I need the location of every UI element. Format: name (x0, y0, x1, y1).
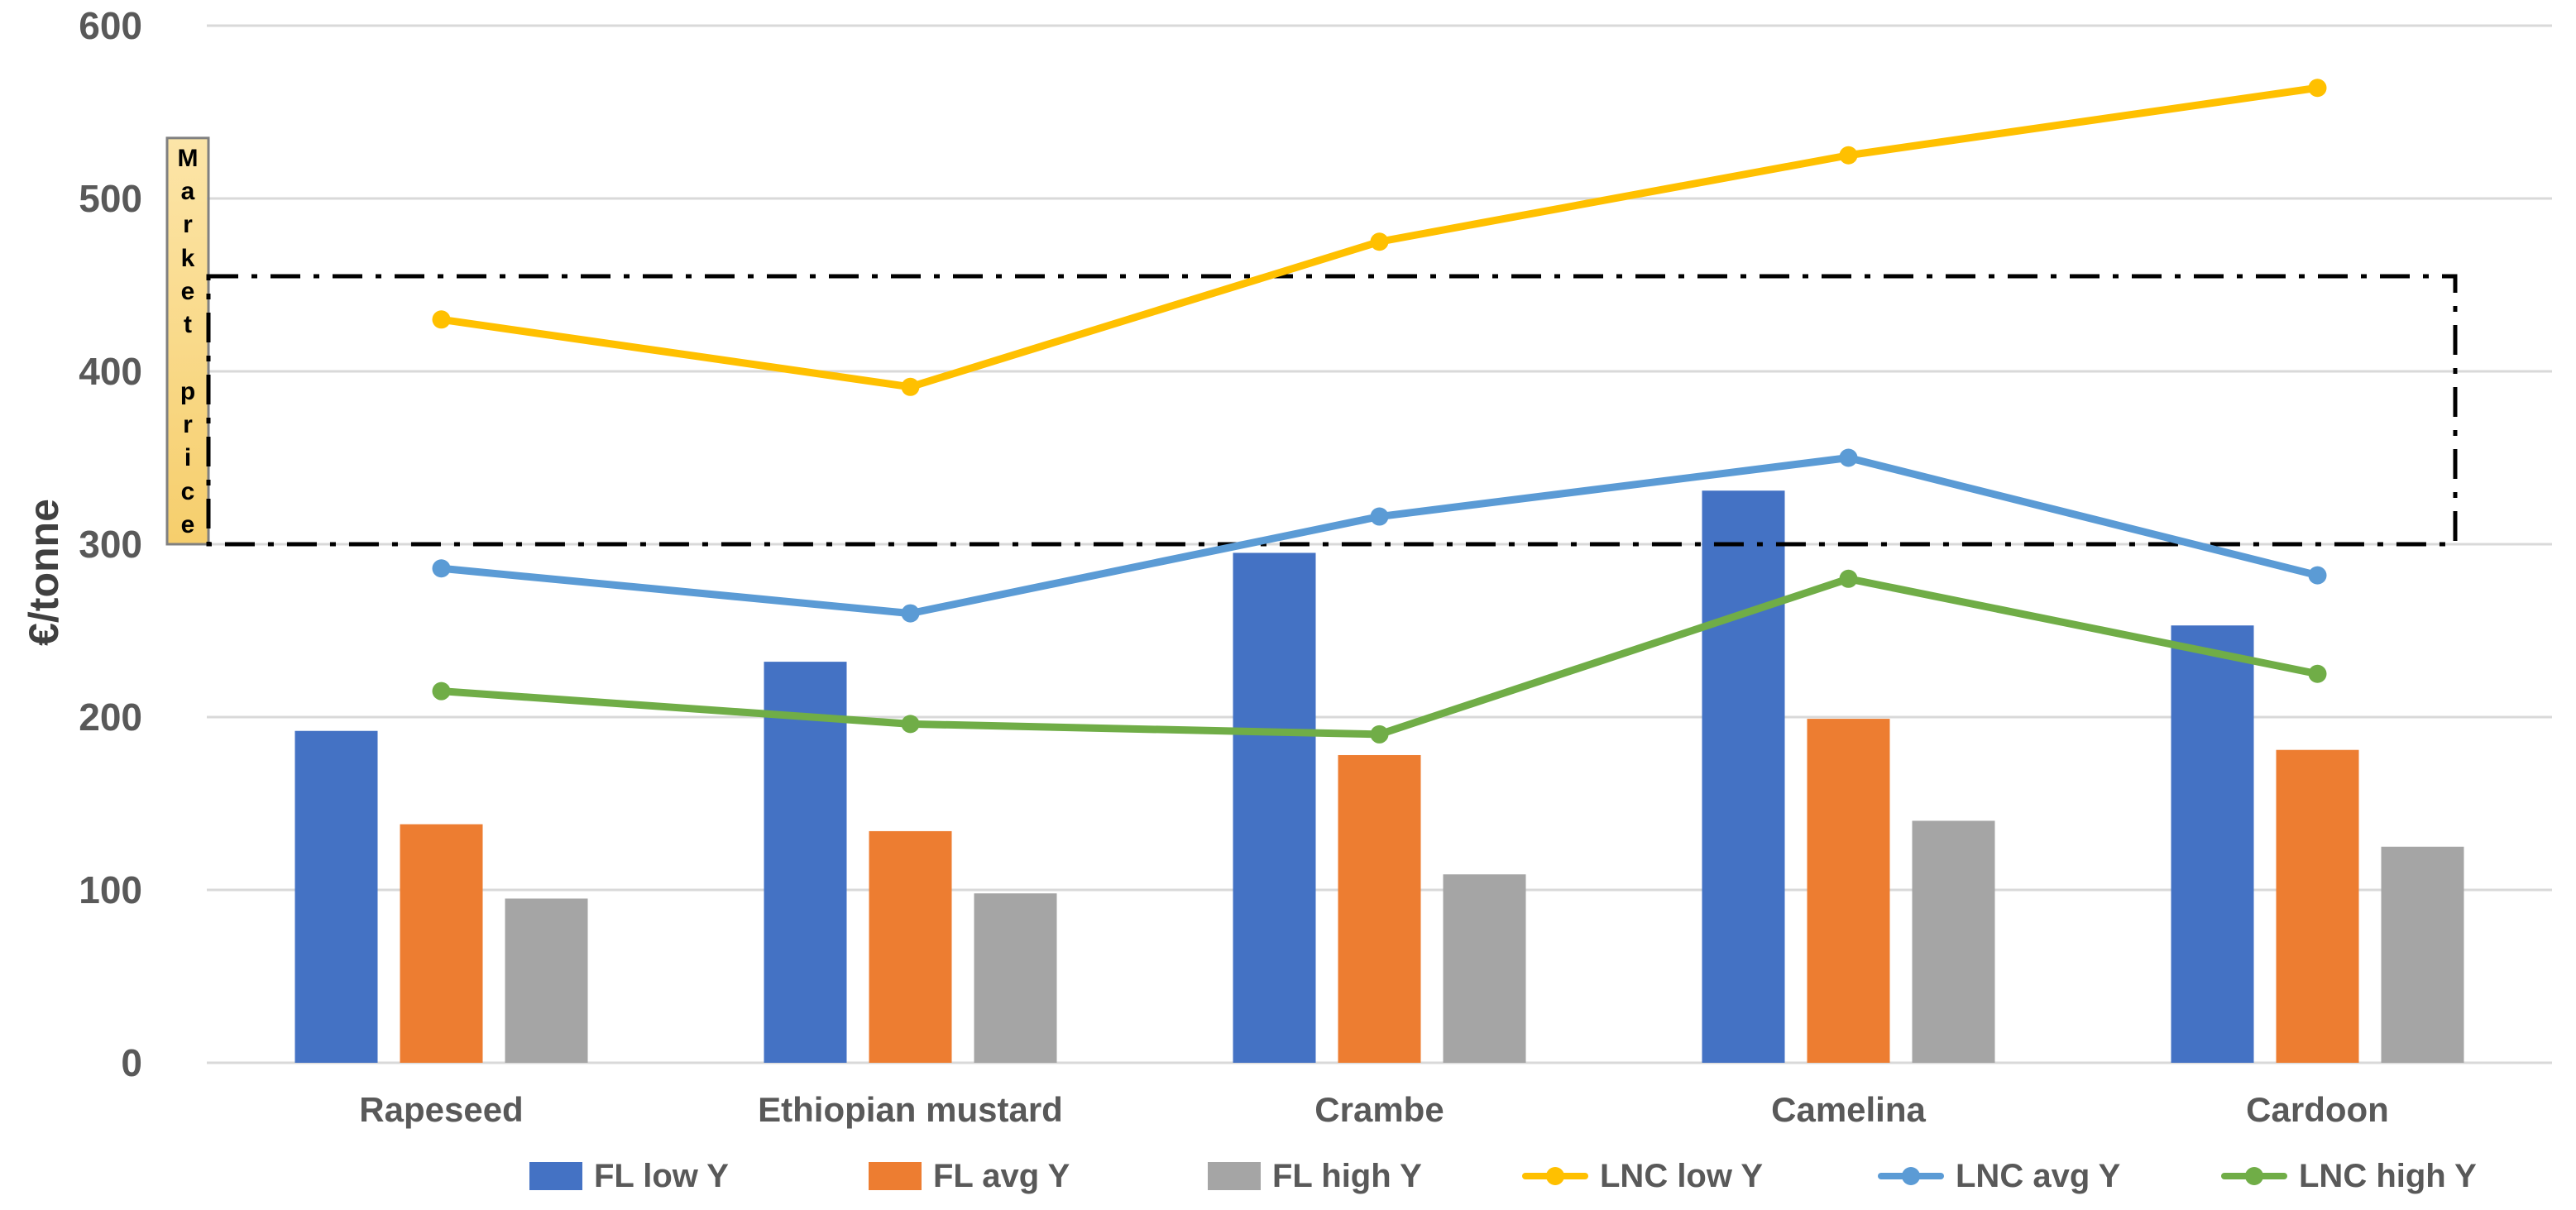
marker-lnc-avg-y-crambe (1370, 507, 1389, 526)
marker-lnc-high-y-cardoon (2308, 664, 2327, 683)
market-price-letter: e (180, 510, 195, 538)
market-price-letter: M (177, 144, 199, 172)
bar-fl-high-y-camelina (1912, 820, 1995, 1063)
legend: FL low Y FL avg Y FL high Y LNC low Y LNC av… (0, 1150, 2576, 1203)
bar-fl-avg-y-crambe (1338, 754, 1421, 1063)
bar-fl-low-y-crambe (1233, 552, 1316, 1063)
market-price-letter: r (183, 411, 193, 439)
marker-lnc-avg-y-rapeseed (432, 559, 451, 578)
market-price-letter: e (180, 277, 195, 305)
y-tick-label-400: 400 (79, 350, 142, 393)
bar-fl-low-y-camelina (1702, 490, 1785, 1063)
legend-item-lnc-low-y: LNC low Y (1522, 1150, 1763, 1203)
legend-label: FL high Y (1272, 1157, 1422, 1194)
marker-lnc-avg-y-ethiopian-mustard (901, 604, 920, 623)
marker-lnc-high-y-crambe (1370, 725, 1389, 744)
marker-lnc-high-y-ethiopian-mustard (901, 715, 920, 734)
bar-fl-high-y-ethiopian-mustard (974, 893, 1057, 1063)
marker-lnc-low-y-crambe (1370, 232, 1389, 251)
bar-fl-avg-y-rapeseed (400, 824, 483, 1063)
market-price-letter: c (180, 477, 195, 505)
bar-fl-avg-y-cardoon (2276, 749, 2359, 1063)
x-category-label-rapeseed: Rapeseed (359, 1090, 524, 1129)
y-tick-label-0: 0 (121, 1041, 142, 1084)
marker-lnc-avg-y-camelina (1839, 448, 1858, 467)
bar-fl-avg-y-camelina (1807, 719, 1890, 1063)
marker-lnc-high-y-camelina (1839, 569, 1858, 588)
marker-lnc-avg-y-cardoon (2308, 566, 2327, 585)
bar-fl-high-y-rapeseed (505, 898, 588, 1063)
market-price-letter: i (184, 444, 192, 472)
legend-label: LNC avg Y (1956, 1157, 2121, 1194)
market-price-letter: t (184, 311, 192, 339)
bar-fl-low-y-ethiopian-mustard (764, 662, 847, 1063)
x-category-label-cardoon: Cardoon (2246, 1090, 2389, 1129)
bar-fl-high-y-crambe (1443, 874, 1526, 1063)
x-category-label-camelina: Camelina (1771, 1090, 1926, 1129)
legend-line-marker-icon (1878, 1162, 1944, 1190)
y-axis-title: €/tonne (21, 499, 67, 646)
market-price-letter: a (180, 178, 195, 206)
market-price-range-outline (206, 274, 2458, 547)
legend-label: FL avg Y (933, 1157, 1070, 1194)
legend-line-marker-icon (1522, 1162, 1588, 1190)
legend-item-lnc-high-y: LNC high Y (2221, 1150, 2477, 1203)
legend-item-fl-avg-y: FL avg Y (869, 1150, 1070, 1203)
line-lnc-avg-y (438, 454, 2321, 618)
y-tick-label-500: 500 (79, 177, 142, 220)
legend-line-marker-icon (2221, 1162, 2287, 1190)
bar-fl-avg-y-ethiopian-mustard (869, 830, 952, 1063)
legend-swatch-icon (1208, 1162, 1261, 1190)
legend-item-lnc-avg-y: LNC avg Y (1878, 1150, 2120, 1203)
bar-fl-low-y-rapeseed (294, 730, 378, 1063)
marker-lnc-low-y-ethiopian-mustard (901, 377, 920, 396)
legend-swatch-icon (869, 1162, 922, 1190)
legend-item-fl-high-y: FL high Y (1208, 1150, 1422, 1203)
market-price-letter (184, 347, 191, 371)
legend-item-fl-low-y: FL low Y (529, 1150, 729, 1203)
market-price-letter: p (180, 377, 196, 405)
bar-fl-low-y-cardoon (2171, 625, 2254, 1063)
market-price-letter: r (183, 211, 193, 239)
y-tick-label-300: 300 (79, 523, 142, 566)
y-tick-label-600: 600 (79, 4, 142, 47)
x-category-label-crambe: Crambe (1314, 1090, 1444, 1129)
marker-lnc-low-y-cardoon (2308, 79, 2327, 98)
y-tick-label-100: 100 (79, 868, 142, 911)
legend-label: LNC high Y (2299, 1157, 2477, 1194)
legend-label: LNC low Y (1600, 1157, 1764, 1194)
market-price-box-fill (167, 137, 208, 544)
y-tick-label-200: 200 (79, 696, 142, 739)
marker-lnc-low-y-rapeseed (432, 310, 451, 329)
marker-lnc-low-y-camelina (1839, 146, 1858, 165)
line-lnc-high-y (438, 575, 2321, 739)
x-category-label-ethiopian-mustard: Ethiopian mustard (758, 1090, 1063, 1129)
legend-swatch-icon (529, 1162, 582, 1190)
bar-fl-high-y-cardoon (2381, 846, 2464, 1063)
legend-label: FL low Y (594, 1157, 729, 1194)
market-price-letter: k (180, 244, 195, 272)
marker-lnc-high-y-rapeseed (432, 682, 451, 701)
